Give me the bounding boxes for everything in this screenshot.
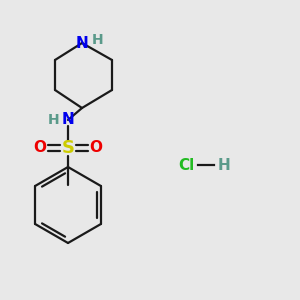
Text: H: H bbox=[218, 158, 231, 172]
Text: O: O bbox=[34, 140, 46, 155]
Text: Cl: Cl bbox=[178, 158, 194, 172]
Text: O: O bbox=[89, 140, 103, 155]
Text: H: H bbox=[92, 33, 104, 47]
Text: H: H bbox=[48, 113, 60, 127]
Text: N: N bbox=[61, 112, 74, 128]
Text: S: S bbox=[61, 139, 74, 157]
Text: N: N bbox=[76, 35, 88, 50]
